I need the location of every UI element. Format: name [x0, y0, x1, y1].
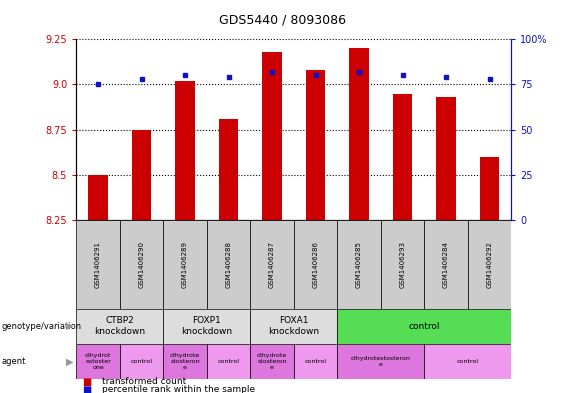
Bar: [250, 309, 337, 344]
Text: ■: ■: [82, 377, 91, 387]
Bar: [337, 220, 381, 309]
Text: FOXP1
knockdown: FOXP1 knockdown: [181, 316, 232, 336]
Bar: [120, 344, 163, 379]
Bar: [175, 81, 195, 220]
Bar: [163, 309, 250, 344]
Text: GSM1406288: GSM1406288: [225, 241, 232, 288]
Text: ▶: ▶: [66, 356, 73, 367]
Bar: [250, 344, 294, 379]
Bar: [424, 344, 511, 379]
Text: GSM1406287: GSM1406287: [269, 241, 275, 288]
Bar: [393, 94, 412, 220]
Bar: [436, 97, 456, 220]
Text: control: control: [218, 359, 240, 364]
Text: dihydrote
stosteron
e: dihydrote stosteron e: [257, 353, 287, 370]
Text: GSM1406285: GSM1406285: [356, 241, 362, 288]
Bar: [306, 70, 325, 220]
Bar: [207, 220, 250, 309]
Text: control: control: [131, 359, 153, 364]
Bar: [337, 344, 424, 379]
Text: control: control: [305, 359, 327, 364]
Text: GSM1406286: GSM1406286: [312, 241, 319, 288]
Bar: [76, 220, 120, 309]
Bar: [163, 344, 207, 379]
Text: percentile rank within the sample: percentile rank within the sample: [102, 386, 255, 393]
Text: GSM1406284: GSM1406284: [443, 241, 449, 288]
Text: control: control: [457, 359, 479, 364]
Bar: [88, 175, 108, 220]
Bar: [424, 220, 468, 309]
Bar: [207, 344, 250, 379]
Text: GDS5440 / 8093086: GDS5440 / 8093086: [219, 14, 346, 27]
Text: GSM1406291: GSM1406291: [95, 241, 101, 288]
Text: agent: agent: [1, 357, 25, 366]
Bar: [480, 157, 499, 220]
Bar: [294, 220, 337, 309]
Bar: [349, 48, 369, 220]
Bar: [76, 309, 163, 344]
Bar: [337, 309, 511, 344]
Text: dihydrotestosteron
e: dihydrotestosteron e: [351, 356, 411, 367]
Bar: [132, 130, 151, 220]
Bar: [294, 344, 337, 379]
Bar: [120, 220, 163, 309]
Bar: [163, 220, 207, 309]
Text: dihydrot
estoster
one: dihydrot estoster one: [85, 353, 111, 370]
Text: GSM1406293: GSM1406293: [399, 241, 406, 288]
Bar: [219, 119, 238, 220]
Text: transformed count: transformed count: [102, 378, 186, 386]
Text: CTBP2
knockdown: CTBP2 knockdown: [94, 316, 145, 336]
Text: ▶: ▶: [66, 321, 73, 331]
Text: dihydrote
stosteron
e: dihydrote stosteron e: [170, 353, 200, 370]
Bar: [381, 220, 424, 309]
Text: GSM1406290: GSM1406290: [138, 241, 145, 288]
Text: control: control: [408, 322, 440, 331]
Bar: [262, 52, 282, 220]
Text: genotype/variation: genotype/variation: [1, 322, 81, 331]
Bar: [468, 220, 511, 309]
Text: FOXA1
knockdown: FOXA1 knockdown: [268, 316, 319, 336]
Text: ■: ■: [82, 385, 91, 393]
Text: GSM1406289: GSM1406289: [182, 241, 188, 288]
Text: GSM1406292: GSM1406292: [486, 241, 493, 288]
Bar: [250, 220, 294, 309]
Bar: [76, 344, 120, 379]
